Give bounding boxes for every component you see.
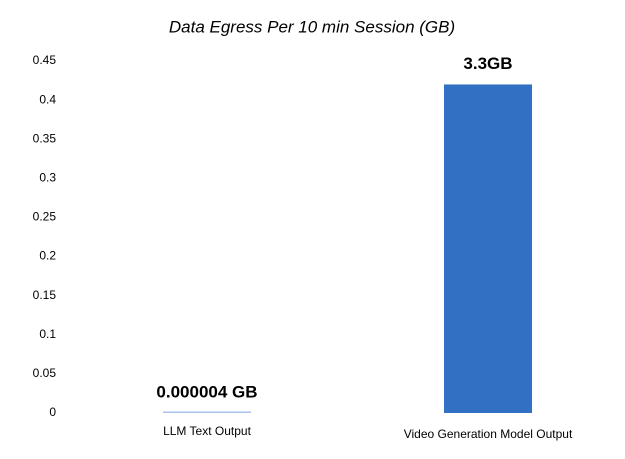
- y-tick-label: 0.1: [39, 327, 56, 341]
- y-tick-label: 0.35: [33, 131, 57, 145]
- y-tick-label: 0.45: [33, 53, 57, 67]
- y-tick-label: 0.4: [39, 92, 56, 106]
- x-tick-label: Video Generation Model Output: [404, 427, 573, 441]
- bar: [444, 84, 532, 413]
- x-tick-label: LLM Text Output: [163, 424, 251, 438]
- y-tick-label: 0.05: [33, 366, 57, 380]
- y-tick-label: 0.3: [39, 171, 56, 185]
- bar: [163, 411, 251, 413]
- y-tick-label: 0.2: [39, 249, 56, 263]
- bar-annotation: 3.3GB: [463, 54, 512, 73]
- y-tick-label: 0: [49, 405, 56, 419]
- y-tick-label: 0.15: [33, 288, 57, 302]
- y-tick-label: 0.25: [33, 210, 57, 224]
- bar-annotation: 0.000004 GB: [156, 382, 257, 401]
- chart-title: Data Egress Per 10 min Session (GB): [169, 17, 455, 36]
